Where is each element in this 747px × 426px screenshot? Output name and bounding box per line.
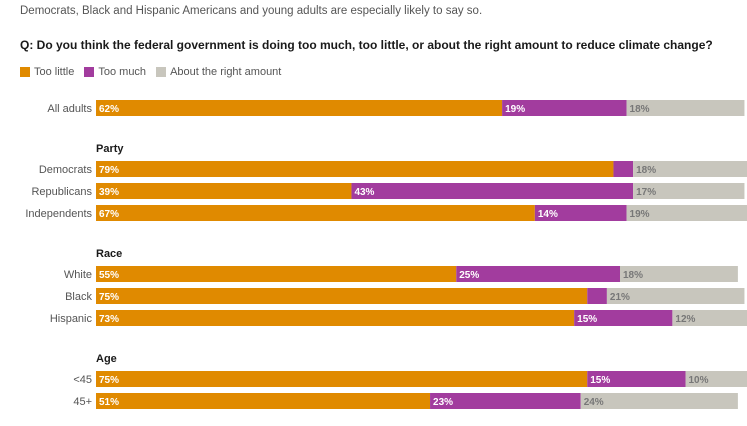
category-label-republicans: Republicans (31, 186, 92, 198)
bar-too-little-hispanic (96, 310, 575, 326)
bar-about-right-democrats (633, 161, 747, 177)
bar-too-little-under-45 (96, 371, 588, 387)
chart-legend: Too little Too much About the right amou… (20, 66, 281, 78)
data-label-too-much-republicans: 43% (354, 187, 374, 198)
data-label-too-little-republicans: 39% (99, 187, 119, 198)
legend-label-too-much: Too much (98, 66, 147, 78)
bar-too-much-under-45 (587, 371, 686, 387)
data-label-about-right-all-adults: 18% (630, 104, 650, 115)
category-label-45-plus: 45+ (73, 396, 92, 408)
data-label-too-little-independents: 67% (99, 209, 119, 220)
category-label-democrats: Democrats (39, 164, 93, 176)
data-label-too-little-all-adults: 62% (99, 104, 119, 115)
bar-too-little-black (96, 288, 588, 304)
data-label-too-little-black: 75% (99, 292, 119, 303)
bar-too-much-black (587, 288, 607, 304)
survey-question: Q: Do you think the federal government i… (20, 38, 713, 52)
data-label-too-much-hispanic: 15% (577, 314, 597, 325)
bar-too-much-independents (534, 205, 627, 221)
bar-about-right-independents (626, 205, 747, 221)
chart-subtitle: Democrats, Black and Hispanic Americans … (20, 5, 483, 17)
bar-too-little-republicans (96, 183, 352, 199)
category-label-black: Black (65, 291, 92, 303)
bar-too-much-democrats (613, 161, 634, 177)
data-label-too-little-democrats: 79% (99, 165, 119, 176)
bar-too-little-independents (96, 205, 535, 221)
bar-about-right-all-adults (626, 100, 745, 116)
category-label-hispanic: Hispanic (50, 313, 93, 325)
bar-too-little-democrats (96, 161, 614, 177)
bar-about-right-under-45 (685, 371, 747, 387)
data-label-about-right-black: 21% (610, 292, 630, 303)
legend-item-too-much: Too much (84, 66, 146, 78)
legend-item-too-little: Too little (20, 66, 74, 78)
bar-too-much-45-plus (430, 393, 581, 409)
legend-label-about-right: About the right amount (170, 66, 282, 78)
bar-too-little-all-adults (96, 100, 503, 116)
legend-swatch-too-much (84, 67, 95, 77)
data-label-too-little-white: 55% (99, 270, 119, 281)
bar-too-much-republicans (351, 183, 634, 199)
data-label-too-much-independents: 14% (538, 209, 558, 220)
legend-label-too-little: Too little (34, 66, 75, 78)
bar-about-right-hispanic (672, 310, 747, 326)
data-label-too-much-45-plus: 23% (433, 397, 453, 408)
data-label-about-right-under-45: 10% (689, 375, 709, 386)
bar-about-right-black (606, 288, 745, 304)
group-label-age: Age (96, 353, 117, 365)
data-label-too-little-hispanic: 73% (99, 314, 119, 325)
data-label-too-much-all-adults: 19% (505, 104, 525, 115)
legend-swatch-too-little (20, 67, 30, 77)
category-label-under-45: <45 (73, 374, 92, 386)
bar-too-much-all-adults (502, 100, 627, 116)
data-label-too-little-45-plus: 51% (99, 397, 119, 408)
data-label-about-right-hispanic: 12% (675, 314, 695, 325)
legend-swatch-about-right (156, 67, 167, 77)
data-label-too-much-under-45: 15% (590, 375, 610, 386)
bar-too-little-white (96, 266, 457, 282)
bar-about-right-white (620, 266, 738, 282)
bar-too-little-45-plus (96, 393, 431, 409)
data-label-about-right-independents: 19% (630, 209, 650, 220)
category-label-independents: Independents (25, 208, 92, 220)
data-label-about-right-democrats: 18% (636, 165, 656, 176)
data-label-about-right-45-plus: 24% (584, 397, 604, 408)
data-label-too-much-white: 25% (459, 270, 479, 281)
data-label-about-right-white: 18% (623, 270, 643, 281)
bar-about-right-45-plus (580, 393, 738, 409)
bar-too-much-hispanic (574, 310, 673, 326)
category-label-all-adults: All adults (47, 103, 92, 115)
bar-about-right-republicans (633, 183, 745, 199)
group-label-party: Party (96, 143, 124, 155)
category-label-white: White (64, 269, 92, 281)
data-label-about-right-republicans: 17% (636, 187, 656, 198)
bar-too-much-white (456, 266, 620, 282)
group-label-race: Race (96, 248, 122, 260)
data-label-too-little-under-45: 75% (99, 375, 119, 386)
legend-item-about-right: About the right amount (156, 66, 281, 78)
